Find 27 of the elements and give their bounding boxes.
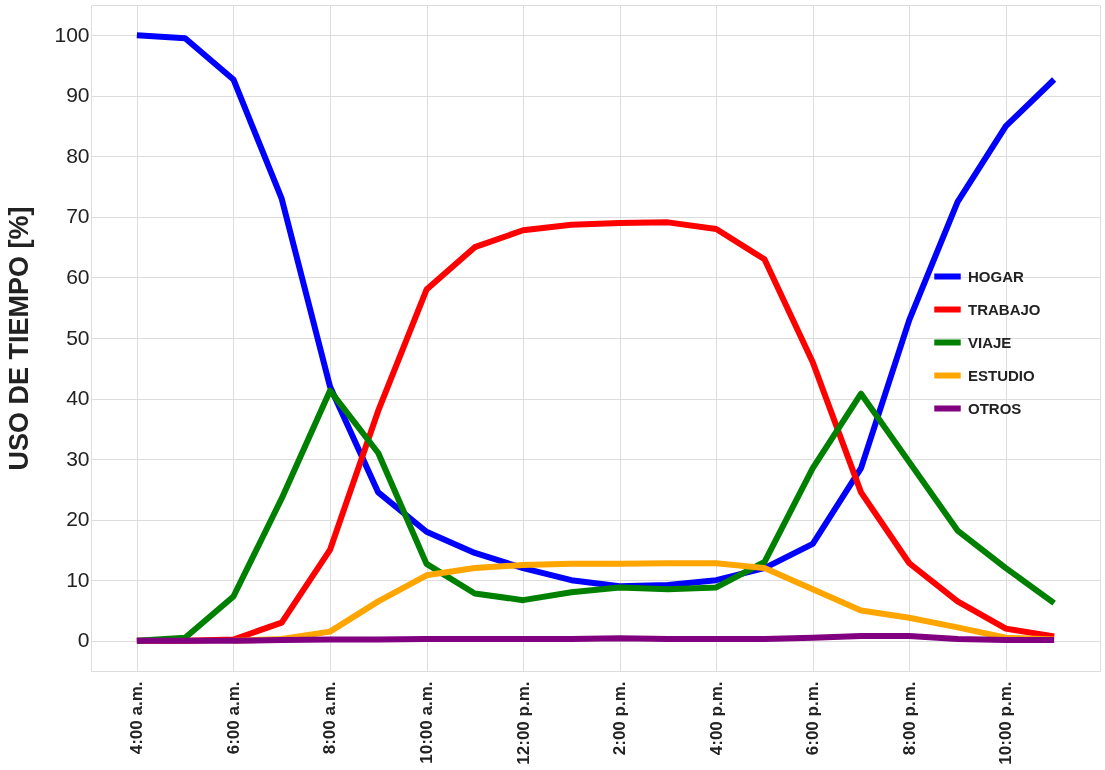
y-tick-label: 100 (54, 22, 90, 46)
legend-label: ESTUDIO (968, 366, 1035, 384)
y-tick-label: 30 (66, 446, 90, 470)
x-tick-label: 8:00 a.m. (320, 681, 340, 755)
y-tick-label: 20 (66, 507, 90, 531)
x-tick-label: 10:00 a.m. (417, 681, 437, 764)
y-tick-label: 80 (66, 143, 90, 167)
y-tick-label: 40 (66, 386, 90, 410)
x-tick-label: 12:00 p.m. (513, 681, 533, 765)
x-tick-label: 2:00 p.m. (610, 681, 630, 756)
x-tick-label: 10:00 p.m. (996, 681, 1016, 765)
y-tick-label: 90 (66, 83, 90, 107)
x-tick-label: 4:00 a.m. (127, 681, 147, 755)
legend-label: TRABAJO (968, 300, 1041, 318)
x-tick-label: 8:00 p.m. (899, 681, 919, 756)
legend-label: VIAJE (968, 333, 1012, 351)
legend-label: HOGAR (968, 267, 1024, 285)
y-tick-label: 10 (66, 567, 90, 591)
y-tick-label: 0 (77, 628, 90, 652)
y-tick-label: 50 (66, 325, 90, 349)
x-tick-label: 6:00 p.m. (803, 681, 823, 756)
y-tick-label: 70 (66, 204, 90, 228)
y-tick-label: 60 (66, 264, 90, 288)
x-tick-label: 4:00 p.m. (706, 681, 726, 756)
legend-label: OTROS (968, 399, 1022, 417)
y-axis-title: USO DE TIEMPO [%] (4, 206, 35, 471)
x-tick-label: 6:00 a.m. (223, 681, 243, 755)
